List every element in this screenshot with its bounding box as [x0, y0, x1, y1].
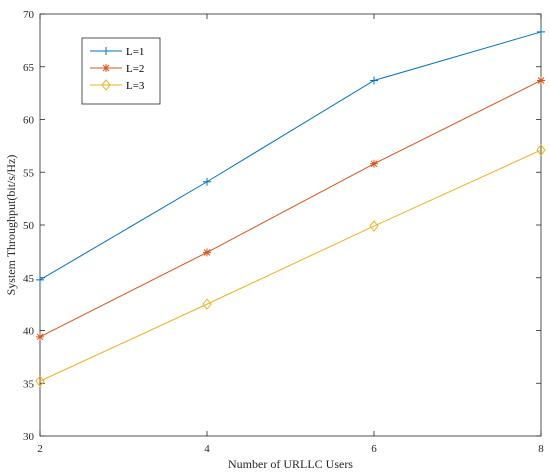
y-tick-label: 40: [23, 326, 35, 338]
y-axis-label: System Throughput(bit/s/Hz): [4, 155, 18, 296]
legend-marker-2: [102, 64, 110, 72]
y-tick-label: 30: [23, 431, 35, 443]
data-point-series-3: [202, 298, 212, 310]
y-tick-label: 45: [23, 273, 35, 285]
legend: L=1 L=2 L=3: [81, 37, 161, 105]
data-point-series-1: [36, 275, 44, 284]
data-point-series-2: [370, 159, 378, 168]
x-tick-label: 6: [371, 443, 377, 455]
data-point-series-2: [36, 332, 44, 341]
series-line-1: [39, 31, 542, 281]
data-point-series-2: [537, 76, 545, 85]
legend-box: [81, 37, 161, 105]
data-point-series-3: [369, 220, 379, 232]
y-tick-label: 35: [23, 378, 35, 390]
data-point-series-3: [35, 375, 45, 387]
x-tick-label: 2: [37, 443, 43, 455]
series-layer: [35, 27, 546, 387]
y-tick-label: 65: [23, 62, 35, 74]
data-point-series-1: [537, 27, 545, 36]
legend-entry-3: L=3: [126, 80, 145, 92]
series-line-3: [39, 149, 542, 382]
legend-marker-1: [102, 47, 110, 55]
x-tick-label: 8: [538, 443, 544, 455]
x-axis-label: Number of URLLC Users: [228, 457, 353, 471]
data-point-series-1: [370, 76, 378, 85]
data-point-series-1: [203, 177, 211, 186]
data-point-series-2: [203, 248, 211, 257]
data-point-series-3: [536, 144, 546, 156]
series-line-2: [39, 80, 542, 338]
legend-entry-2: L=2: [126, 63, 144, 75]
legend-entry-1: L=1: [126, 46, 144, 58]
y-tick-label: 55: [23, 167, 35, 179]
y-tick-label: 50: [23, 220, 35, 232]
y-tick-label: 70: [23, 9, 35, 21]
x-tick-label: 4: [204, 443, 210, 455]
y-tick-label: 60: [23, 115, 35, 127]
legend-marker-3: [101, 79, 111, 91]
